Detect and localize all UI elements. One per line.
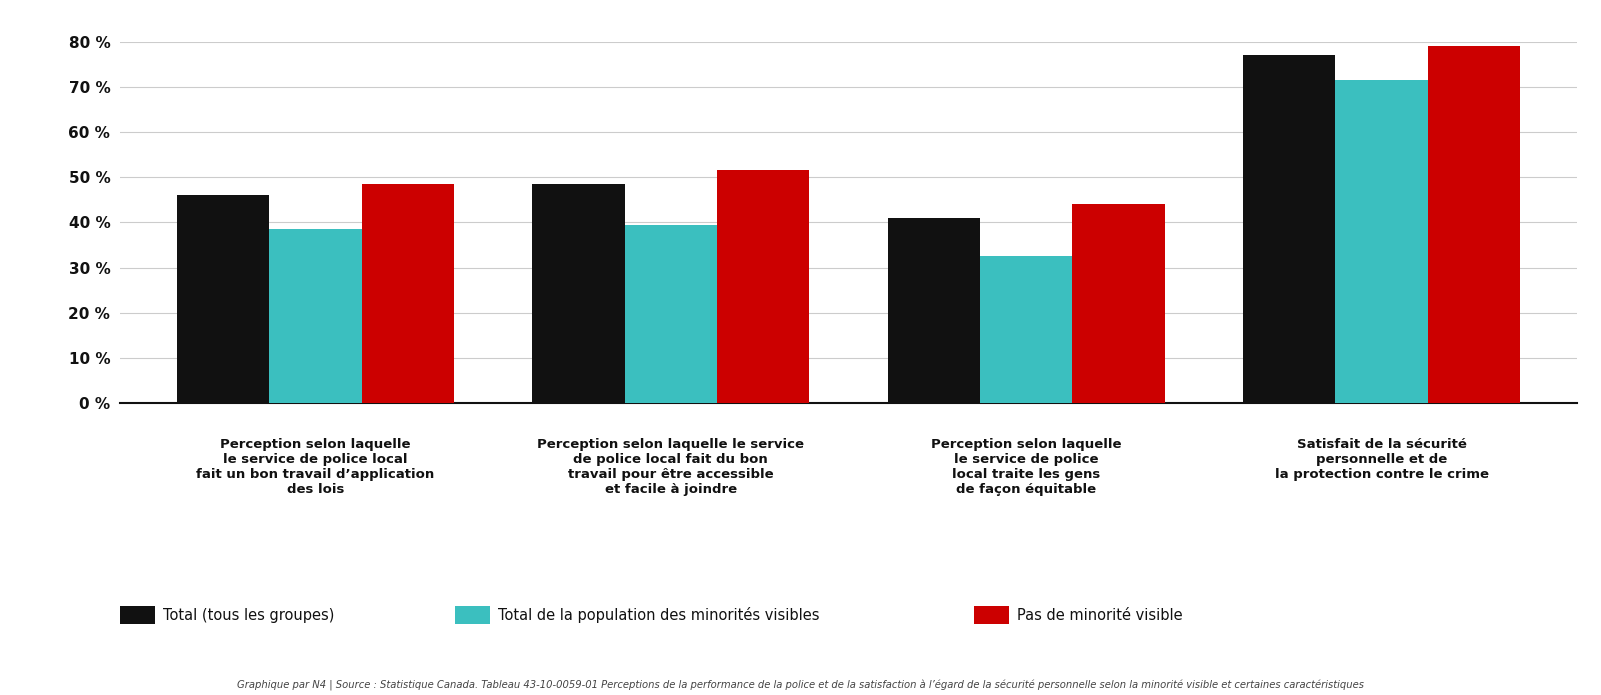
Bar bbox=[717, 170, 810, 403]
Text: Perception selon laquelle
le service de police local
fait un bon travail d’appli: Perception selon laquelle le service de … bbox=[197, 438, 434, 496]
Bar bbox=[624, 224, 717, 403]
Bar bbox=[1335, 80, 1428, 403]
Bar bbox=[980, 256, 1073, 403]
Text: Graphique par N4 | Source : Statistique Canada. Tableau 43-10-0059-01 Perception: Graphique par N4 | Source : Statistique … bbox=[237, 680, 1364, 691]
Text: Total (tous les groupes): Total (tous les groupes) bbox=[163, 607, 335, 623]
Bar bbox=[1428, 46, 1519, 403]
Text: Total de la population des minorités visibles: Total de la population des minorités vis… bbox=[498, 607, 820, 623]
Bar bbox=[887, 218, 980, 403]
Bar bbox=[1073, 204, 1166, 403]
Bar bbox=[1242, 56, 1335, 403]
Bar bbox=[532, 184, 624, 403]
Text: Perception selon laquelle
le service de police
local traite les gens
de façon éq: Perception selon laquelle le service de … bbox=[930, 438, 1121, 496]
Text: Perception selon laquelle le service
de police local fait du bon
travail pour êt: Perception selon laquelle le service de … bbox=[538, 438, 804, 496]
Bar bbox=[178, 195, 269, 403]
Bar bbox=[362, 184, 455, 403]
Text: Satisfait de la sécurité
personnelle et de
la protection contre le crime: Satisfait de la sécurité personnelle et … bbox=[1274, 438, 1489, 481]
Bar bbox=[269, 229, 362, 403]
Text: Pas de minorité visible: Pas de minorité visible bbox=[1018, 607, 1183, 623]
